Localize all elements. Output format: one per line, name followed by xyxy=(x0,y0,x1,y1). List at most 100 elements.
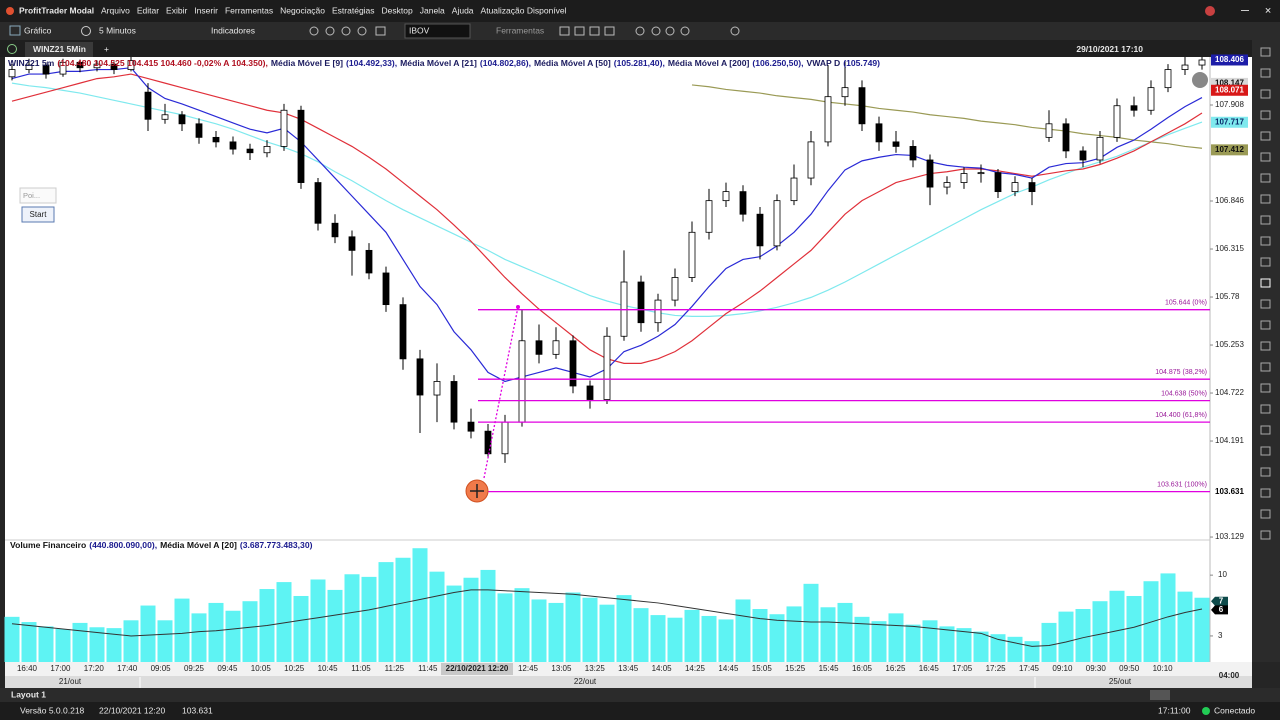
menu-item[interactable]: Negociação xyxy=(280,5,325,15)
x-tick-label: 16:25 xyxy=(885,664,906,673)
status-time: 17:11:00 xyxy=(1158,705,1191,715)
symbol-box[interactable] xyxy=(404,23,471,39)
minimize-button[interactable] xyxy=(1241,10,1249,11)
tool-icon[interactable] xyxy=(1260,215,1271,225)
volume-bar xyxy=(684,609,700,662)
connection-dot xyxy=(1202,707,1210,715)
symbol-input[interactable]: IBOV xyxy=(409,25,430,35)
volume-bar xyxy=(1092,601,1108,662)
menu-item[interactable]: Exibir xyxy=(166,5,187,15)
date-label: 21/out xyxy=(59,677,82,686)
tool-icon[interactable] xyxy=(1260,110,1271,120)
status-datetime: 22/10/2021 12:20 xyxy=(99,705,165,715)
user-avatar[interactable] xyxy=(1205,6,1215,16)
volume-bar xyxy=(378,562,394,662)
tool-icon[interactable] xyxy=(1260,362,1271,372)
price-tag xyxy=(1211,54,1248,66)
tool-icon[interactable] xyxy=(1260,509,1271,519)
volume-bar xyxy=(803,583,819,662)
tool-icon[interactable] xyxy=(1260,530,1271,540)
menu-item[interactable]: Estratégias xyxy=(332,5,375,15)
menu-item[interactable]: Janela xyxy=(420,5,445,15)
tool-icon[interactable] xyxy=(1260,89,1271,99)
indicators-button[interactable]: Indicadores xyxy=(211,25,255,35)
tab-icon xyxy=(7,44,17,54)
price-tag-label: 108.071 xyxy=(1215,85,1244,94)
x-tick-label: 11:25 xyxy=(385,664,405,673)
volume-bar xyxy=(242,601,258,662)
menu-item[interactable]: Atualização Disponível xyxy=(481,5,567,15)
volume-bar xyxy=(548,602,564,662)
tool-icon[interactable] xyxy=(1260,467,1271,477)
tool-icon[interactable] xyxy=(1260,47,1271,57)
moving-average xyxy=(11,82,1203,317)
volume-bar xyxy=(888,613,904,662)
tool-icon[interactable] xyxy=(1260,404,1271,414)
x-tick-label: 17:40 xyxy=(117,664,138,673)
volume-bar xyxy=(1007,636,1023,662)
volume-bar xyxy=(531,599,547,662)
volume-bar xyxy=(599,604,615,662)
x-tick-label: 16:05 xyxy=(852,664,873,673)
tool-icon[interactable] xyxy=(1260,383,1271,393)
tool-icon[interactable] xyxy=(1260,152,1271,162)
candle-body xyxy=(977,172,985,175)
menu-item[interactable]: Desktop xyxy=(382,5,413,15)
start-button-label[interactable]: Start xyxy=(30,210,48,219)
chart-plot: 103.129 104.191 104.722 105.253 105.78 106.31… xyxy=(4,54,1248,700)
tool-icon[interactable] xyxy=(1260,341,1271,351)
candle-body xyxy=(1028,182,1036,193)
fib-label: 104.875 (38,2%) xyxy=(1155,369,1207,376)
new-tab-button[interactable]: + xyxy=(104,44,109,54)
candle-body xyxy=(875,123,883,143)
menu-item[interactable]: Ferramentas xyxy=(225,5,273,15)
x-tick-label: 11:45 xyxy=(418,664,438,673)
tool-icon[interactable] xyxy=(1260,446,1271,456)
tools-button[interactable]: Ferramentas xyxy=(496,25,544,35)
tool-icon[interactable] xyxy=(1260,425,1271,435)
side-input[interactable] xyxy=(19,187,57,204)
chart-area xyxy=(5,57,1252,662)
menu-item[interactable]: Arquivo xyxy=(101,5,130,15)
chart-tab[interactable] xyxy=(25,42,93,57)
tool-icon[interactable] xyxy=(1260,68,1271,78)
menu-item[interactable]: Inserir xyxy=(194,5,218,15)
tool-icon[interactable] xyxy=(1260,488,1271,498)
scroll-right-button[interactable] xyxy=(1192,72,1208,88)
x-tick-label: 13:25 xyxy=(585,664,606,673)
menu-item[interactable]: Editar xyxy=(137,5,159,15)
candle-body xyxy=(569,340,577,387)
tool-icon[interactable] xyxy=(1260,320,1271,330)
volume-bar xyxy=(667,617,683,662)
volume-bar xyxy=(276,582,292,662)
start-button[interactable] xyxy=(21,206,55,223)
chart-icon xyxy=(9,25,21,36)
timeframe-select[interactable]: 5 Minutos xyxy=(99,25,136,35)
fib-handle xyxy=(516,305,520,309)
h-scrollbar[interactable] xyxy=(1150,690,1170,700)
tool-icon[interactable] xyxy=(1260,236,1271,246)
candle-body xyxy=(229,141,237,150)
candle-body xyxy=(1011,182,1019,193)
volume-bar xyxy=(38,626,54,662)
tool-icon[interactable] xyxy=(1260,131,1271,141)
tool-icon[interactable] xyxy=(1260,299,1271,309)
tool-icon[interactable] xyxy=(1260,173,1271,183)
layout-tab[interactable]: Layout 1 xyxy=(11,689,46,699)
chart-button[interactable]: Gráfico xyxy=(24,25,52,35)
tool-icon[interactable] xyxy=(1260,278,1271,288)
menu-item[interactable]: Ajuda xyxy=(452,5,474,15)
candle-body xyxy=(25,64,33,70)
chart-tab-label[interactable]: WINZ21 5Min xyxy=(33,44,86,54)
candle-body xyxy=(1045,123,1053,138)
close-button[interactable]: ✕ xyxy=(1264,5,1271,15)
volume-bar xyxy=(361,576,377,662)
tool-icon[interactable] xyxy=(1260,257,1271,267)
candle-body xyxy=(722,191,730,202)
tool-icon[interactable] xyxy=(1260,194,1271,204)
candle-body xyxy=(280,109,288,147)
side-input-text[interactable]: Poi... xyxy=(23,191,40,200)
status-version: Versão 5.0.0.218 xyxy=(20,705,85,715)
price-tag-label: 103.631 xyxy=(1215,487,1244,496)
app-title: ProfitTrader Modal xyxy=(19,5,94,15)
